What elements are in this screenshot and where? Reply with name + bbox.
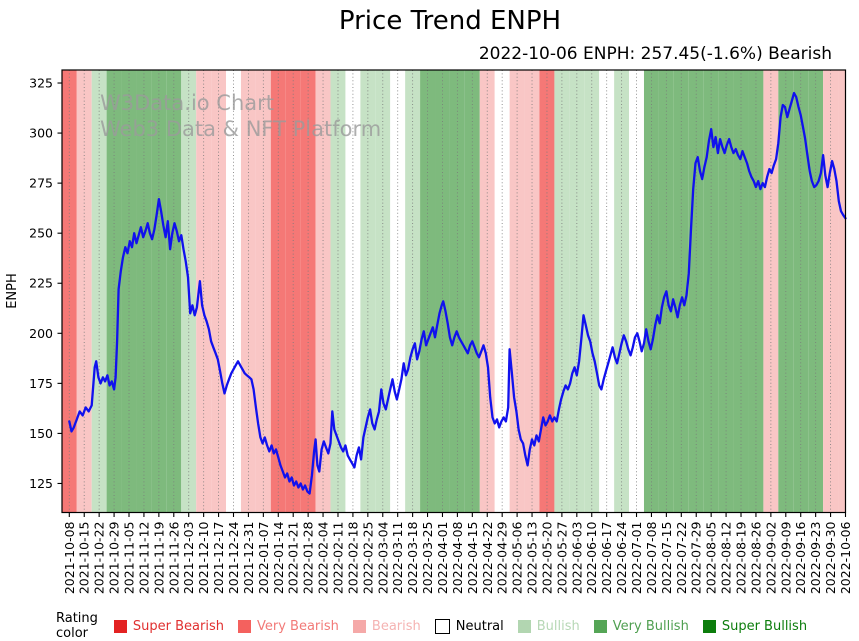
x-tick-label: 2022-06-24: [614, 521, 629, 594]
legend-item-super-bullish: Super Bullish: [702, 618, 808, 634]
watermark-line1: W3Data.io Chart: [100, 91, 274, 115]
x-tick-label: 2022-03-25: [420, 522, 435, 595]
x-tick-label: 2021-12-24: [226, 521, 241, 594]
legend-swatch: [238, 619, 251, 633]
x-tick-label: 2022-02-25: [360, 522, 375, 595]
x-tick-label: 2022-08-26: [748, 521, 763, 594]
legend-swatch: [593, 619, 607, 633]
legend-item-label: Super Bearish: [132, 618, 224, 634]
axis-ticks: [57, 82, 847, 517]
legend-item-label: Very Bullish: [612, 618, 689, 634]
x-tick-label: 2022-04-01: [435, 522, 450, 595]
x-tick-label: 2022-02-18: [345, 521, 360, 594]
x-tick-label: 2022-09-30: [823, 521, 838, 594]
legend-swatch: [434, 618, 450, 634]
x-tick-label: 2022-06-03: [569, 522, 584, 595]
y-tick-label: 200: [29, 326, 53, 341]
y-tick-label: 325: [29, 76, 53, 91]
x-tick-label: 2022-03-11: [390, 522, 405, 595]
y-tick-label: 150: [29, 426, 53, 441]
y-tick-label: 125: [29, 476, 53, 491]
rating-legend: Rating color Super Bearish Very Bearish Be…: [56, 611, 816, 641]
rating-band: [838, 70, 846, 513]
x-tick-label: 2021-11-26: [166, 521, 181, 594]
legend-swatch: [702, 619, 716, 633]
y-tick-label: 175: [29, 376, 53, 391]
y-tick-label: 225: [29, 276, 53, 291]
legend-item-very-bullish: Very Bullish: [593, 618, 689, 634]
legend-swatch: [113, 619, 127, 633]
x-tick-label: 2022-03-18: [405, 521, 420, 594]
x-tick-label: 2022-07-08: [644, 521, 659, 594]
x-tick-label: 2022-01-14: [271, 521, 286, 594]
x-tick-label: 2021-12-10: [196, 521, 211, 594]
y-tick-label: 275: [29, 176, 53, 191]
x-tick-label: 2022-04-15: [465, 522, 480, 595]
x-tick-label: 2021-10-15: [77, 522, 92, 595]
x-tick-label: 2022-06-10: [584, 521, 599, 594]
legend-title: Rating color: [56, 611, 98, 641]
y-axis-label: ENPH: [5, 273, 20, 309]
x-tick-label: 2022-07-22: [674, 522, 689, 595]
legend-item-label: Neutral: [455, 618, 504, 634]
x-tick-label: 2021-11-19: [151, 521, 166, 594]
y-tick-label: 250: [29, 226, 53, 241]
legend-swatch: [352, 619, 366, 633]
x-tick-label: 2022-01-07: [256, 522, 271, 595]
legend-item-bearish: Bearish: [352, 618, 421, 634]
x-tick-label: 2022-06-17: [599, 522, 614, 595]
x-tick-label: 2021-10-29: [107, 521, 122, 594]
legend-item-label: Very Bearish: [257, 618, 339, 634]
x-tick-label: 2022-07-15: [659, 522, 674, 595]
x-tick-label: 2022-01-21: [286, 522, 301, 595]
x-tick-label: 2022-01-28: [301, 521, 316, 594]
legend-item-super-bearish: Super Bearish: [113, 618, 224, 634]
x-tick-label: 2022-07-01: [629, 522, 644, 595]
x-tick-label: 2022-05-06: [510, 521, 525, 594]
x-tick-label: 2022-08-05: [704, 522, 719, 595]
x-tick-label: 2022-09-16: [793, 521, 808, 594]
y-tick-label: 300: [29, 126, 53, 141]
page-title: Price Trend ENPH: [338, 6, 562, 36]
legend-item-label: Bearish: [371, 618, 421, 634]
x-tick-label: 2022-09-09: [778, 521, 793, 594]
chart-subtitle: 2022-10-06 ENPH: 257.45(-1.6%) Bearish: [478, 44, 832, 64]
x-tick-label: 2022-05-13: [525, 522, 540, 595]
x-tick-label: 2022-05-20: [539, 521, 554, 594]
legend-swatch: [517, 619, 531, 633]
x-tick-label: 2021-12-17: [211, 522, 226, 595]
x-tick-label: 2022-04-22: [480, 522, 495, 595]
x-tick-label: 2022-02-04: [316, 521, 331, 594]
x-tick-label: 2022-09-23: [808, 522, 823, 595]
plot-frame: [61, 69, 847, 514]
legend-item-label: Bullish: [536, 618, 580, 634]
legend-item-neutral: Neutral: [434, 618, 504, 634]
x-tick-label: 2022-05-27: [554, 522, 569, 595]
x-tick-labels: 2021-10-08 2021-10-15 2021-10-22 2021-10-29…: [62, 521, 853, 594]
plot-area: W3Data.io Chart Web3 Data & NFT Platform…: [5, 69, 853, 594]
x-tick-label: 2022-09-02: [763, 522, 778, 595]
watermark-line2: Web3 Data & NFT Platform: [100, 117, 381, 141]
x-tick-label: 2022-03-04: [375, 521, 390, 594]
x-tick-label: 2021-12-31: [241, 522, 256, 595]
x-tick-label: 2021-10-22: [92, 522, 107, 595]
x-tick-label: 2022-08-12: [719, 522, 734, 595]
x-tick-label: 2022-04-08: [450, 521, 465, 594]
x-tick-label: 2022-04-29: [495, 521, 510, 594]
legend-item-label: Super Bullish: [721, 618, 808, 634]
x-tick-label: 2021-10-08: [62, 521, 77, 594]
x-tick-label: 2022-02-11: [330, 522, 345, 595]
x-tick-label: 2022-08-19: [734, 521, 749, 594]
x-tick-label: 2021-11-05: [122, 522, 137, 595]
y-tick-labels: 125 150 175 200 225 250 275 300 325: [29, 76, 53, 491]
x-tick-label: 2021-11-12: [136, 522, 151, 595]
legend-item-very-bearish: Very Bearish: [238, 619, 339, 634]
x-tick-label: 2022-10-06: [838, 521, 853, 594]
legend-item-bullish: Bullish: [517, 618, 580, 634]
price-line: [68, 91, 847, 495]
x-tick-label: 2022-07-29: [689, 521, 704, 594]
x-tick-label: 2021-12-03: [181, 522, 196, 595]
